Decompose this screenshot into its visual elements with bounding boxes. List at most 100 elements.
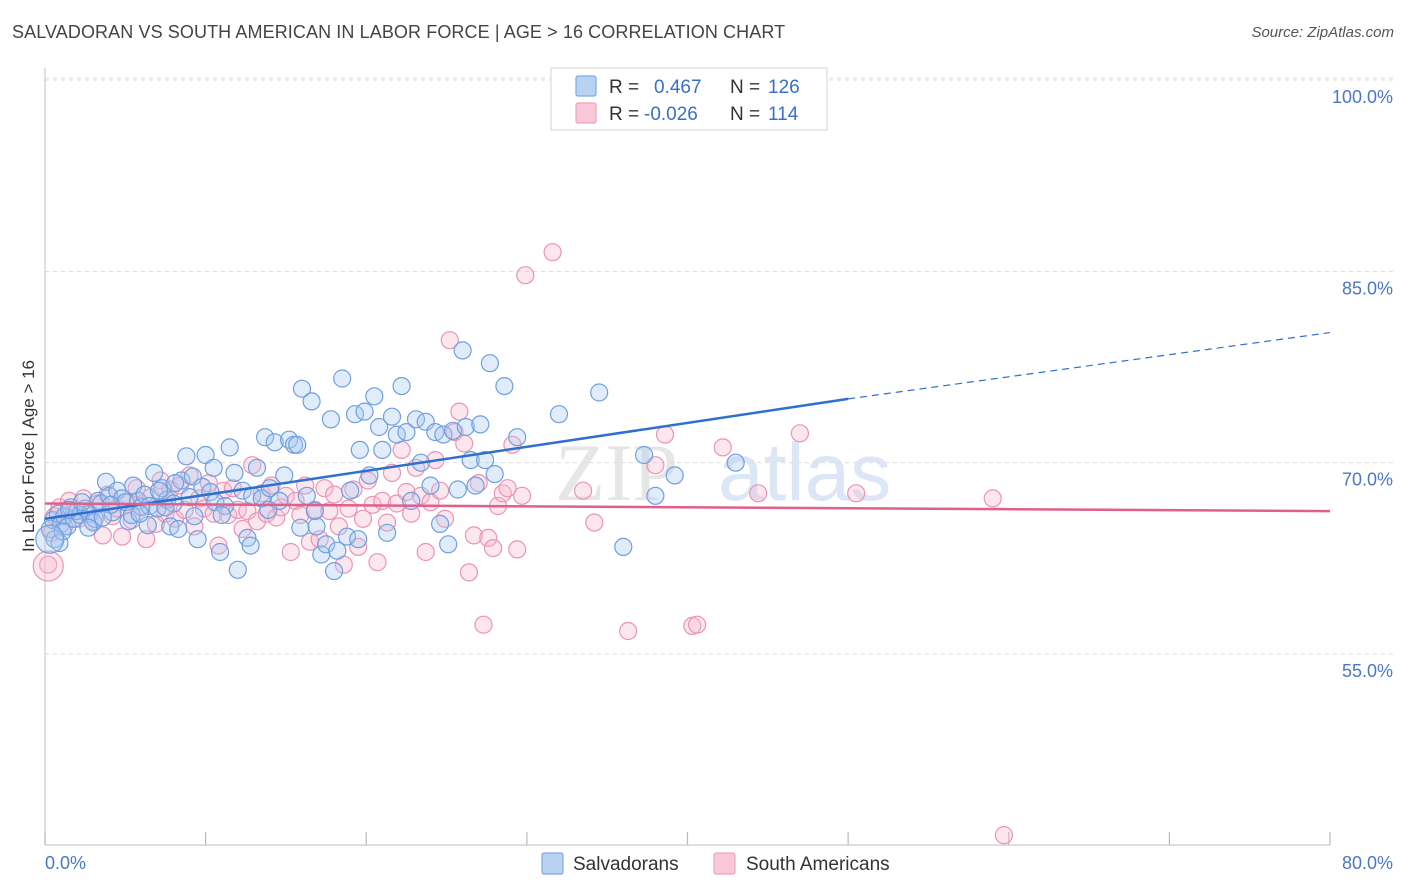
south-americans-point	[320, 502, 339, 521]
south-americans-point	[440, 331, 459, 350]
south-americans-point	[512, 486, 532, 505]
legend-south-americans-swatch	[713, 852, 736, 875]
x-tick-label-max: 80.0%	[1342, 853, 1393, 873]
salvadorans-point	[169, 519, 188, 539]
south-americans-point	[983, 489, 1002, 508]
correlation-legend: R = 0.467 N = 126 R = -0.026 N = 114	[550, 67, 828, 131]
south-americans-point	[247, 512, 267, 531]
south-americans-point	[233, 519, 252, 539]
south-americans-point	[435, 509, 455, 528]
salvadorans-point	[321, 410, 340, 429]
legend-south-americans-label: South Americans	[746, 854, 890, 875]
legend-salvadorans-swatch	[541, 852, 564, 875]
salvadorans-point	[392, 377, 411, 396]
legend-n-value-1: 126	[768, 77, 800, 98]
salvadorans-point	[211, 542, 230, 562]
salvadorans-point	[495, 377, 514, 396]
south-americans-point	[368, 553, 387, 572]
south-americans-point	[573, 481, 593, 500]
salvadorans-trend-line	[44, 397, 849, 521]
salvadorans-trend-extension	[848, 331, 1331, 400]
series-legend: Salvadorans South Americans	[541, 852, 890, 875]
salvadorans-point	[72, 493, 92, 512]
salvadorans-point	[220, 438, 239, 457]
chart-title: SALVADORAN VS SOUTH AMERICAN IN LABOR FO…	[12, 22, 786, 42]
salvadorans-point	[188, 530, 207, 549]
legend-salvadorans-label: Salvadorans	[573, 854, 679, 875]
south-americans-point	[543, 243, 562, 262]
salvadorans-point	[508, 428, 527, 447]
salvadorans-point	[305, 502, 324, 521]
source-credit: Source: ZipAtlas.com	[1251, 24, 1394, 41]
legend-r-value-2: -0.026	[644, 104, 698, 125]
salvadorans-point	[431, 514, 450, 534]
salvadorans-point	[204, 458, 223, 477]
y-tick-labels: 55.0% 70.0% 85.0% 100.0%	[1332, 87, 1393, 681]
south-americans-point	[281, 542, 300, 562]
y-tick-label-85: 85.0%	[1342, 278, 1393, 298]
salvadorans-point	[373, 440, 392, 459]
series-south-americans-points	[32, 243, 1014, 845]
salvadorans-point	[302, 392, 321, 411]
south-americans-point	[39, 555, 58, 574]
south-americans-point	[243, 456, 262, 475]
salvadorans-point	[185, 507, 204, 526]
legend-swatch-blue	[575, 75, 597, 97]
salvadorans-point	[265, 433, 284, 452]
south-americans-point	[93, 526, 112, 545]
salvadorans-point	[434, 425, 453, 444]
watermark-zip: ZIP	[555, 427, 678, 518]
watermark: ZIP atlas	[555, 427, 891, 518]
salvadorans-point	[291, 518, 310, 537]
salvadorans-point	[365, 387, 384, 406]
legend-n-label-1: N =	[730, 77, 760, 98]
trend-lines	[44, 331, 1331, 521]
gridlines	[45, 77, 1393, 655]
south-americans-point	[209, 536, 228, 555]
salvadorans-point	[439, 535, 458, 554]
salvadorans-point	[325, 561, 344, 581]
salvadorans-point	[646, 486, 665, 505]
south-americans-point	[646, 456, 665, 475]
x-axis-ticks	[44, 832, 1331, 845]
salvadorans-point	[288, 435, 307, 454]
salvadorans-point	[485, 465, 504, 484]
salvadorans-point	[471, 415, 490, 434]
salvadorans-point	[614, 537, 633, 557]
south-americans-point	[339, 499, 358, 518]
salvadorans-point	[466, 476, 485, 495]
salvadorans-point	[634, 445, 654, 465]
salvadorans-point	[378, 523, 397, 542]
legend-r-value-1: 0.467	[654, 77, 702, 98]
south-americans-point	[32, 550, 64, 582]
south-americans-point	[618, 621, 638, 641]
south-americans-point	[291, 505, 310, 525]
salvadorans-point	[292, 379, 312, 398]
y-axis-label: In Labor Force | Age > 16	[19, 360, 38, 552]
salvadorans-point	[53, 522, 72, 541]
watermark-atlas: atlas	[718, 427, 891, 518]
south-americans-point	[392, 440, 411, 459]
south-americans-point	[749, 484, 768, 503]
south-americans-point	[349, 537, 368, 557]
south-americans-point	[687, 615, 707, 634]
salvadorans-point	[370, 417, 389, 437]
y-tick-label-70: 70.0%	[1342, 470, 1393, 490]
south-americans-point	[655, 425, 675, 444]
south-americans-point	[484, 538, 503, 558]
salvadorans-point	[317, 535, 336, 554]
x-tick-label-min: 0.0%	[45, 853, 86, 873]
south-americans-point	[994, 826, 1014, 845]
south-americans-point	[464, 526, 483, 545]
legend-box	[550, 67, 828, 131]
legend-swatch-pink	[575, 102, 597, 124]
y-tick-label-55: 55.0%	[1342, 661, 1393, 681]
salvadorans-point	[225, 463, 244, 482]
salvadorans-point	[453, 341, 472, 360]
salvadorans-point	[228, 560, 247, 579]
salvadorans-point	[590, 383, 609, 402]
salvadorans-point	[549, 405, 569, 424]
salvadorans-point	[448, 480, 467, 499]
salvadorans-point	[166, 474, 185, 493]
